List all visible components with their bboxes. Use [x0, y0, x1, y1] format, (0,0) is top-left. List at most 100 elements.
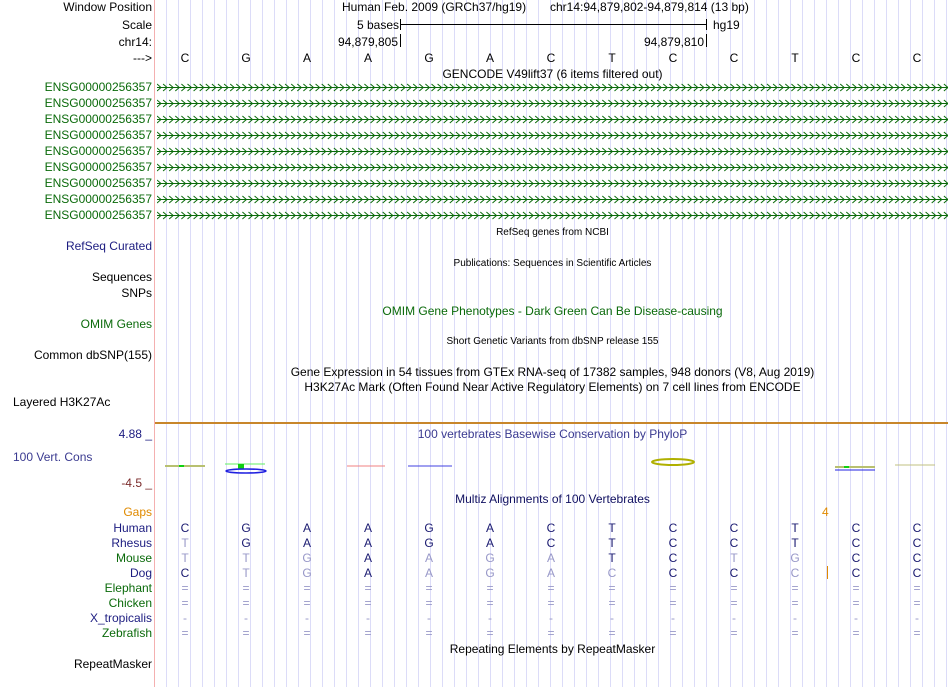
aligned-base: = — [425, 581, 433, 595]
repeatmasker-title: Repeating Elements by RepeatMasker — [449, 642, 656, 656]
aligned-base: C — [912, 551, 922, 565]
gene-feature[interactable] — [157, 83, 948, 92]
base-letter: T — [791, 51, 799, 65]
gene-feature[interactable] — [157, 179, 948, 188]
aligned-base: = — [303, 581, 311, 595]
vert-cons-label[interactable]: 100 Vert. Cons — [13, 450, 93, 464]
aligned-base: C — [912, 536, 922, 550]
aligned-base: - — [549, 611, 553, 625]
gene-feature[interactable] — [157, 195, 948, 204]
aligned-base: - — [183, 611, 187, 625]
wiggle-mark — [651, 458, 695, 466]
species-label[interactable]: Rhesus — [111, 536, 152, 550]
gene-feature[interactable] — [157, 99, 948, 108]
gene-label[interactable]: ENSG00000256357 — [44, 96, 152, 110]
aligned-base: G — [302, 551, 312, 565]
aligned-base: C — [729, 536, 739, 550]
aligned-base: - — [854, 611, 858, 625]
multiz-title: Multiz Alignments of 100 Vertebrates — [455, 492, 650, 506]
aligned-base: G — [790, 551, 800, 565]
aligned-base: = — [913, 626, 921, 640]
base-letter: C — [668, 51, 678, 65]
aligned-base: = — [181, 626, 189, 640]
gene-label[interactable]: ENSG00000256357 — [44, 128, 152, 142]
snps-label[interactable]: SNPs — [121, 286, 152, 300]
aligned-base: A — [302, 521, 311, 535]
aligned-base: T — [730, 551, 738, 565]
aligned-base: = — [669, 596, 677, 610]
aligned-base: C — [912, 566, 922, 580]
base-letter: G — [424, 51, 434, 65]
aligned-base: T — [242, 551, 250, 565]
gene-label[interactable]: ENSG00000256357 — [44, 208, 152, 222]
h3k27ac-baseline — [155, 422, 948, 424]
aligned-base: = — [364, 596, 372, 610]
species-label[interactable]: Chicken — [108, 596, 152, 610]
base-letter: C — [546, 51, 556, 65]
strand-label: ---> — [133, 51, 152, 65]
refseq-curated-label[interactable]: RefSeq Curated — [65, 239, 152, 253]
omim-genes-label[interactable]: OMIM Genes — [80, 317, 152, 331]
aligned-base: - — [610, 611, 614, 625]
aligned-base: - — [915, 611, 919, 625]
base-letter: A — [485, 51, 494, 65]
base-letter: T — [608, 51, 616, 65]
aligned-base: = — [913, 596, 921, 610]
gene-feature[interactable] — [157, 131, 948, 140]
aligned-base: = — [547, 581, 555, 595]
gene-label[interactable]: ENSG00000256357 — [44, 192, 152, 206]
common-dbsnp-label[interactable]: Common dbSNP(155) — [33, 348, 152, 362]
dbsnp-title: Short Genetic Variants from dbSNP releas… — [446, 336, 659, 347]
aligned-base: T — [181, 551, 189, 565]
aligned-base: A — [546, 566, 555, 580]
gene-label[interactable]: ENSG00000256357 — [44, 160, 152, 174]
aligned-base: = — [181, 596, 189, 610]
aligned-base: C — [180, 566, 190, 580]
gene-feature[interactable] — [157, 163, 948, 172]
repeatmasker-label[interactable]: RepeatMasker — [73, 657, 152, 671]
gene-label[interactable]: ENSG00000256357 — [44, 80, 152, 94]
species-label[interactable]: Mouse — [115, 551, 152, 565]
species-label[interactable]: Zebrafish — [101, 626, 152, 640]
layered-h3k27ac-label[interactable]: Layered H3K27Ac — [13, 395, 111, 409]
conservation-min: -4.5 _ — [121, 476, 152, 490]
species-label[interactable]: X_tropicalis — [89, 611, 152, 625]
gene-label[interactable]: ENSG00000256357 — [44, 112, 152, 126]
wiggle-mark — [225, 468, 267, 474]
phylop-title: 100 vertebrates Basewise Conservation by… — [417, 427, 688, 441]
aligned-base: = — [425, 596, 433, 610]
gene-feature[interactable] — [157, 115, 948, 124]
aligned-base: = — [547, 596, 555, 610]
aligned-base: = — [242, 626, 250, 640]
base-letter: C — [851, 51, 861, 65]
gap-count: 4 — [822, 505, 829, 519]
base-letter: A — [302, 51, 311, 65]
position-right: 94,879,810 — [643, 35, 704, 49]
aligned-base: = — [303, 626, 311, 640]
aligned-base: A — [424, 551, 433, 565]
species-label[interactable]: Elephant — [104, 581, 152, 595]
gene-label[interactable]: ENSG00000256357 — [44, 144, 152, 158]
species-label[interactable]: Human — [113, 521, 152, 535]
gene-feature[interactable] — [157, 147, 948, 156]
gene-label[interactable]: ENSG00000256357 — [44, 176, 152, 190]
aligned-base: C — [851, 536, 861, 550]
gtex-title: Gene Expression in 54 tissues from GTEx … — [290, 365, 815, 379]
aligned-base: = — [242, 581, 250, 595]
aligned-base: = — [791, 626, 799, 640]
aligned-base: = — [730, 626, 738, 640]
aligned-base: A — [546, 551, 555, 565]
base-letter: A — [363, 51, 372, 65]
aligned-base: = — [486, 626, 494, 640]
sequences-label[interactable]: Sequences — [91, 270, 152, 284]
species-label[interactable]: Dog — [129, 566, 152, 580]
gene-feature[interactable] — [157, 211, 948, 220]
aligned-base: C — [790, 566, 800, 580]
refseq-title: RefSeq genes from NCBI — [496, 227, 609, 238]
aligned-base: C — [729, 521, 739, 535]
scale-text: 5 bases — [356, 18, 399, 32]
aligned-base: - — [366, 611, 370, 625]
gaps-label[interactable]: Gaps — [123, 505, 152, 519]
aligned-base: A — [485, 536, 494, 550]
aligned-base: C — [729, 566, 739, 580]
